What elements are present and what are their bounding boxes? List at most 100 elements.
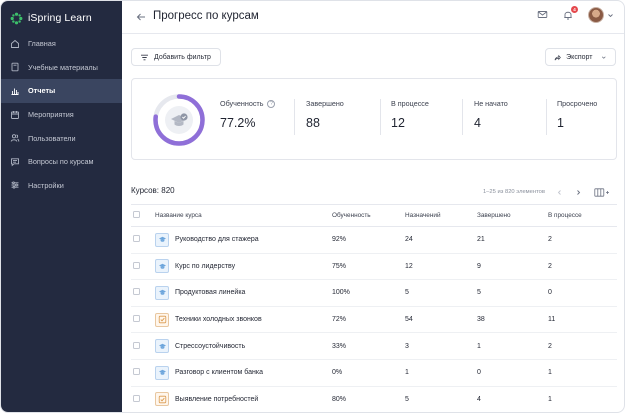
notification-badge: 4 (571, 6, 578, 13)
bell-icon (564, 11, 572, 20)
stat-completed: Завершено 88 (306, 99, 344, 130)
course-name[interactable]: Разговор с клиентом банка (175, 369, 263, 377)
stat-not-started-value: 4 (474, 116, 481, 130)
course-icon (155, 232, 169, 247)
row-checkbox[interactable] (133, 261, 140, 269)
cell-completed: 21 (477, 226, 548, 254)
sidebar-item-label: Пользователи (28, 133, 76, 143)
course-name[interactable]: Выявление потребностей (175, 395, 259, 403)
help-icon[interactable]: ? (267, 99, 276, 108)
column-header-completed[interactable]: Завершено (477, 204, 548, 227)
course-name[interactable]: Курс по лидерству (175, 262, 236, 270)
cell-assigned: 12 (405, 253, 477, 281)
cell-in-progress: 2 (548, 332, 617, 360)
select-all-checkbox[interactable] (133, 211, 140, 218)
training-progress-ring (153, 94, 205, 146)
back-arrow-icon[interactable] (135, 11, 147, 23)
sidebar-item-settings[interactable]: Настройки (1, 174, 122, 198)
logo[interactable]: iSpring Learn (10, 10, 92, 26)
sidebar-item-materials[interactable]: Учебные материалы (1, 56, 122, 80)
table-row[interactable]: Техники холодных звонков 72% 54 38 11 (131, 306, 617, 334)
next-page-button[interactable] (573, 187, 583, 197)
columns-icon (594, 187, 609, 197)
column-header-name[interactable]: Название курса (155, 204, 332, 227)
bar-chart-icon (10, 86, 20, 96)
stat-overdue-value: 1 (557, 116, 564, 130)
column-header-training[interactable]: Обученность (332, 204, 405, 227)
top-header: Прогресс по курсам 4 (122, 1, 624, 34)
chevron-down-icon (602, 55, 607, 59)
add-filter-label: Добавить фильтр (154, 53, 211, 61)
stat-overdue-label: Просрочено (557, 99, 598, 108)
sidebar: iSpring Learn Главная Учебные материалы … (1, 1, 122, 412)
sidebar-item-label: Настройки (28, 180, 64, 190)
prev-page-button[interactable] (554, 187, 564, 197)
course-name[interactable]: Продуктовая линейка (175, 289, 246, 297)
task-icon (155, 312, 169, 327)
book-icon (10, 62, 20, 72)
column-header-assigned[interactable]: Назначений (405, 204, 477, 227)
stat-completed-label: Завершено (306, 99, 344, 108)
cell-assigned: 3 (405, 332, 477, 360)
sidebar-item-home[interactable]: Главная (1, 32, 122, 56)
table-header-row: Название курса Обученность Назначений За… (131, 204, 617, 227)
avatar (588, 7, 604, 23)
column-header-in-progress[interactable]: В процессе (548, 204, 617, 227)
brand-name: iSpring Learn (28, 12, 92, 24)
stat-in-progress-label: В процессе (391, 99, 429, 108)
row-checkbox[interactable] (133, 315, 140, 323)
cell-completed: 5 (477, 279, 548, 307)
course-name[interactable]: Стрессоустойчивость (175, 342, 246, 350)
sidebar-item-events[interactable]: Мероприятия (1, 103, 122, 127)
table-row[interactable]: Разговор с клиентом банка 0% 1 0 1 (131, 359, 617, 387)
chevron-right-icon (576, 189, 580, 195)
row-checkbox[interactable] (133, 288, 140, 296)
columns-settings-button[interactable] (592, 186, 612, 198)
stat-not-started: Не начато 4 (474, 99, 508, 130)
sidebar-item-label: Главная (28, 39, 56, 49)
graduation-cap-icon (171, 113, 188, 126)
stat-not-started-label: Не начато (474, 99, 508, 108)
notifications-bell[interactable]: 4 (562, 6, 578, 21)
course-name[interactable]: Руководство для стажера (175, 236, 259, 244)
sidebar-item-course-questions[interactable]: Вопросы по курсам (1, 150, 122, 174)
stat-overdue: Просрочено 1 (557, 99, 597, 130)
page-title: Прогресс по курсам (153, 10, 259, 22)
cell-training: 80% (332, 386, 405, 412)
chat-icon (10, 157, 20, 167)
row-checkbox[interactable] (133, 341, 140, 349)
course-icon (155, 339, 169, 354)
cell-training: 0% (332, 359, 405, 387)
export-label: Экспорт (566, 53, 593, 61)
row-checkbox[interactable] (133, 368, 140, 376)
stat-training-value: 77.2% (220, 116, 256, 130)
stat-in-progress: В процессе 12 (391, 99, 429, 130)
table-row[interactable]: Выявление потребностей 80% 5 4 1 (131, 386, 617, 412)
sidebar-item-reports[interactable]: Отчеты (1, 79, 122, 103)
mail-icon[interactable] (537, 9, 548, 22)
table-row[interactable]: Продуктовая линейка 100% 5 5 0 (131, 279, 617, 307)
export-button[interactable]: Экспорт (545, 48, 616, 66)
add-filter-button[interactable]: Добавить фильтр (131, 48, 221, 66)
cell-training: 72% (332, 306, 405, 334)
stat-in-progress-value: 12 (391, 116, 405, 130)
sidebar-item-users[interactable]: Пользователи (1, 126, 122, 150)
table-row[interactable]: Курс по лидерству 75% 12 9 2 (131, 253, 617, 281)
course-icon (155, 365, 169, 380)
settings-icon (10, 180, 20, 190)
row-checkbox[interactable] (133, 394, 140, 402)
courses-count: Курсов: 820 (131, 186, 175, 195)
row-checkbox[interactable] (133, 235, 140, 243)
table-row[interactable]: Стрессоустойчивость 33% 3 1 2 (131, 332, 617, 360)
pagination: 1–25 из 820 элементов (483, 186, 612, 198)
stats-card: Обученность ? 77.2% Завершено 88 В проце… (131, 78, 617, 160)
table-row[interactable]: Руководство для стажера 92% 24 21 2 (131, 226, 617, 254)
share-icon (554, 54, 561, 60)
pagination-range: 1–25 из 820 элементов (482, 189, 545, 195)
course-name[interactable]: Техники холодных звонков (175, 316, 262, 324)
filter-icon (141, 54, 148, 60)
chevron-down-icon (608, 13, 613, 17)
courses-table: Название курса Обученность Назначений За… (131, 204, 617, 412)
user-menu[interactable] (588, 7, 614, 23)
cell-assigned: 54 (405, 306, 477, 334)
